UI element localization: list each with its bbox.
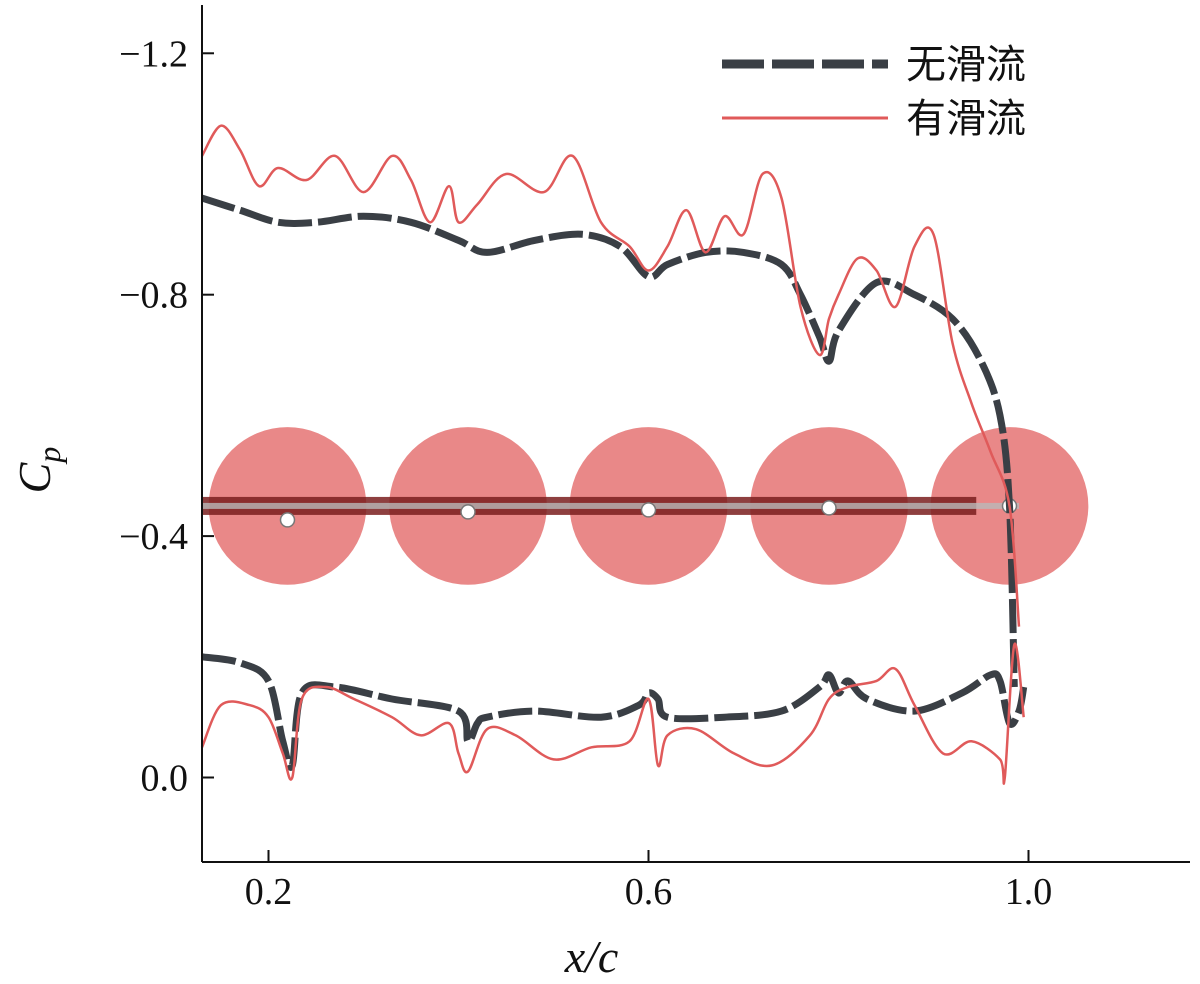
x-tick-label: 0.2 xyxy=(245,871,293,913)
axes: 0.2 0.6 1.0 −1.2 −0.8 −0.4 0.0 x/c Cp xyxy=(9,5,1190,982)
legend-label-2: 有滑流 xyxy=(906,96,1026,142)
propeller-hub-4 xyxy=(821,500,837,516)
x-axis-label: x/c xyxy=(564,931,619,982)
series-layer xyxy=(200,124,1028,785)
no-slipstream-lower-line xyxy=(201,653,1028,771)
x-tick-label: 0.6 xyxy=(625,871,673,913)
propeller-overlay xyxy=(202,427,1089,585)
propeller-hub-3 xyxy=(640,502,657,518)
x-tick-label: 1.0 xyxy=(1005,871,1053,913)
propeller-hub-1 xyxy=(279,512,296,528)
y-axis-label: Cp xyxy=(9,447,67,494)
with-slipstream-lower-line xyxy=(200,642,1025,785)
no-slipstream-upper-line xyxy=(200,194,1018,688)
y-tick-label: 0.0 xyxy=(141,758,189,800)
with-slipstream-upper-line xyxy=(200,124,1021,627)
wing-spar xyxy=(202,502,1019,509)
y-tick-label: −0.8 xyxy=(119,275,188,317)
y-tick-label: −0.4 xyxy=(119,516,188,558)
propeller-hub-2 xyxy=(460,504,476,520)
legend-label-1: 无滑流 xyxy=(906,42,1026,88)
y-tick-label: −1.2 xyxy=(119,33,188,75)
